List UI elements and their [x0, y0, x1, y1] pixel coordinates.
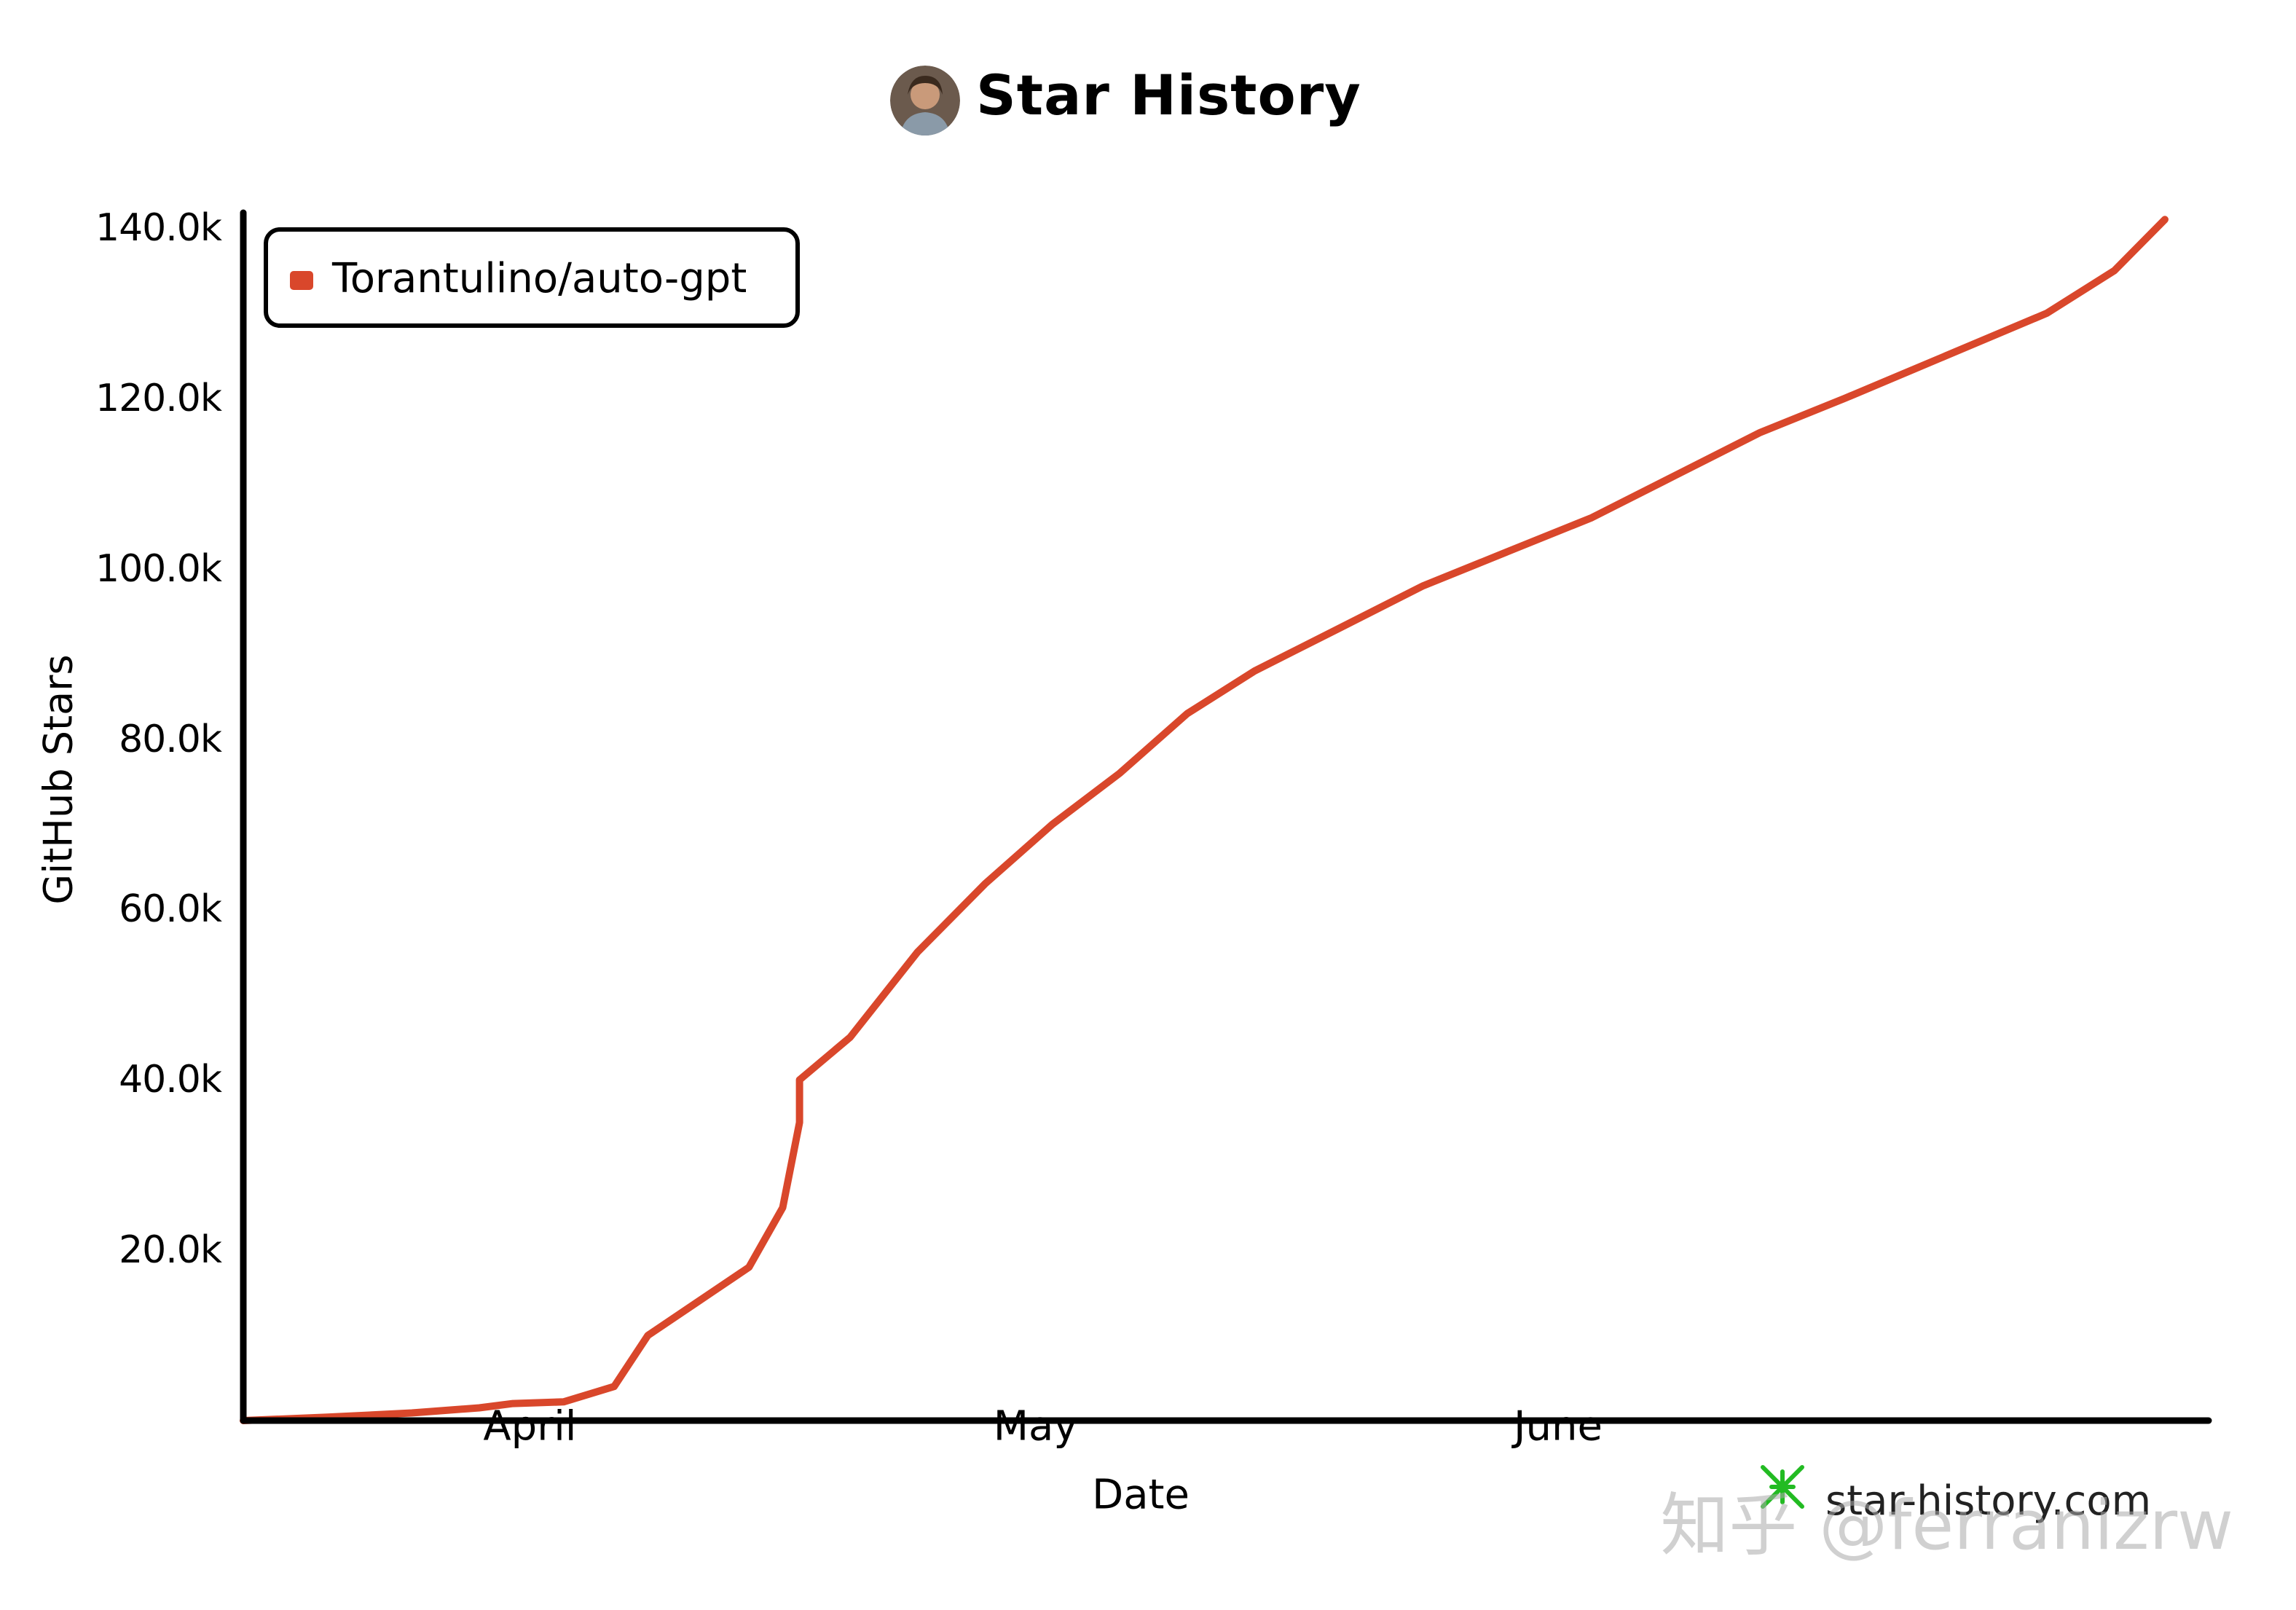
x-tick-label: April [483, 1402, 577, 1450]
y-tick-label: 140.0k [95, 206, 222, 250]
avatar [890, 66, 960, 136]
y-tick-label: 100.0k [95, 546, 222, 591]
x-axis-label: Date [1092, 1471, 1190, 1519]
series-layer [240, 216, 2169, 1424]
y-tick-label: 80.0k [119, 717, 222, 761]
y-axis-label: GitHub Stars [35, 654, 82, 905]
y-tick-label: 40.0k [119, 1058, 222, 1102]
y-tick-label: 120.0k [95, 376, 222, 420]
star-history-logo-icon [1761, 1465, 1804, 1509]
user-avatar-icon [890, 66, 960, 136]
y-tick-label: 20.0k [119, 1228, 222, 1273]
watermark-overlay: 知乎 @ferranizrw [1660, 1486, 2233, 1566]
watermark-site-text: star-history.com [1825, 1477, 2152, 1525]
legend: Torantulino/auto-gpt [264, 227, 800, 328]
x-tick-label: June [1513, 1402, 1603, 1450]
y-tick-label: 60.0k [119, 887, 222, 932]
legend-swatch [290, 271, 313, 290]
legend-label: Torantulino/auto-gpt [332, 255, 747, 302]
chart-title: Star History [976, 63, 1361, 127]
series-line-0 [240, 216, 2169, 1424]
x-tick-label: May [993, 1402, 1078, 1450]
watermark-site: star-history.com [1760, 1477, 2151, 1525]
